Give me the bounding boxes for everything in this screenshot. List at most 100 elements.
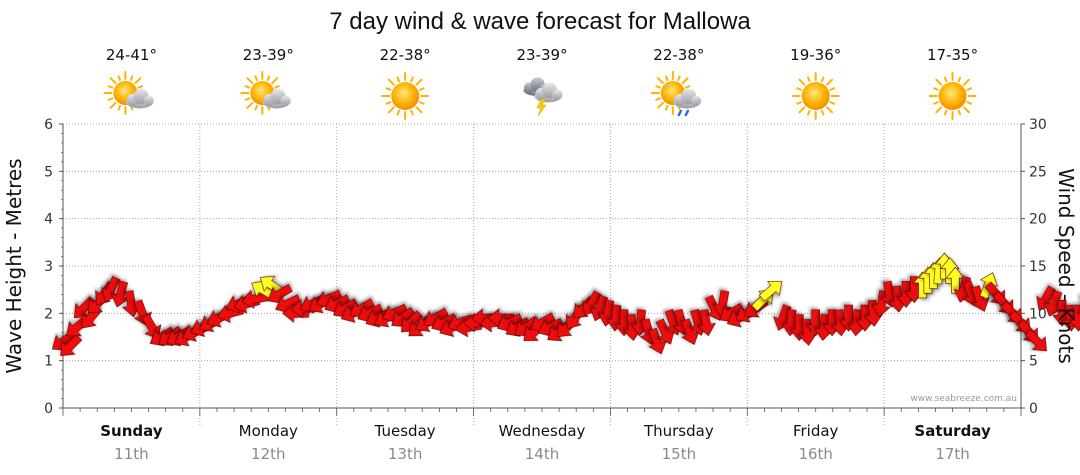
cloud-part (691, 95, 702, 106)
watermark: www.seabreeze.com.au (910, 394, 1017, 404)
sun-ray (962, 78, 970, 86)
sun-ray (134, 77, 142, 85)
sun-ray (807, 109, 811, 116)
day-name: Friday (793, 422, 839, 440)
day-date: 13th (388, 445, 422, 463)
day-date: 17th (935, 445, 969, 463)
wind-arrow (60, 334, 83, 357)
sunny-icon (791, 72, 840, 120)
y-axis-label-left: Wave Height - Metres (2, 158, 26, 373)
sun-ray (796, 87, 802, 91)
day-name: Tuesday (374, 422, 436, 440)
sun-ray (935, 106, 943, 114)
sun-ray (415, 78, 423, 86)
cloud-shape (673, 88, 702, 109)
grid-lines (63, 123, 1021, 426)
rain-drop (684, 109, 690, 117)
axes (59, 123, 1025, 416)
day-temperature: 22-38° (380, 46, 431, 64)
sun-ray (798, 106, 806, 114)
cloud-part (552, 89, 563, 100)
day-temperature: 24-41° (106, 46, 157, 64)
y-tick-label-left: 2 (44, 306, 53, 322)
sun-ray (826, 106, 833, 114)
cloud-shape (534, 82, 563, 103)
sun-ray (677, 75, 681, 82)
sun-ray (244, 85, 251, 89)
partly-cloudy-icon (240, 71, 291, 115)
sun-ray (807, 76, 811, 83)
weather-icons (103, 71, 977, 120)
sun-ray (246, 77, 254, 85)
sun-ray (657, 77, 664, 85)
y-tick-label-left: 3 (44, 259, 53, 275)
sun-ray (109, 101, 117, 109)
y-tick-label-right: 0 (1029, 401, 1038, 417)
sun-ray (933, 101, 939, 105)
y-tick-label-right: 15 (1029, 259, 1047, 275)
y-tick-label-left: 4 (44, 212, 53, 228)
sun-ray (107, 85, 114, 89)
wind-arrow (758, 281, 783, 302)
sun-ray (109, 77, 117, 85)
sun-ray (246, 101, 254, 109)
sun-ray (826, 78, 833, 86)
shower-icon (650, 71, 702, 117)
sun-ray (829, 101, 836, 105)
wind-arrows (51, 252, 1080, 357)
lightning-bolt (536, 98, 547, 117)
sun-ray (266, 75, 271, 82)
sun-ray (935, 78, 943, 86)
sun-ray (254, 75, 258, 82)
sun-ray (396, 109, 401, 116)
y-tick-label-left: 6 (44, 117, 53, 133)
day-name: Wednesday (499, 422, 586, 440)
sun-ray (655, 97, 661, 101)
y-tick-label-right: 20 (1029, 212, 1047, 228)
y-tick-label-left: 5 (44, 164, 53, 180)
sun-ray (655, 85, 661, 89)
sun-ray (966, 87, 973, 91)
sun-ray (396, 76, 401, 83)
sun-disc (391, 82, 420, 110)
day-date: 16th (798, 445, 832, 463)
sun-ray (117, 104, 122, 111)
day-name: Thursday (643, 422, 714, 440)
sun-ray (957, 76, 962, 83)
chart-title: 7 day wind & wave forecast for Mallowa (329, 8, 751, 35)
day-temperature: 22-38° (653, 46, 704, 64)
sun-ray (829, 87, 836, 91)
day-temperature: 19-36° (790, 46, 841, 64)
sun-ray (820, 76, 825, 83)
sun-ray (385, 87, 392, 91)
wind-arrow (1068, 304, 1080, 332)
sun-ray (933, 87, 939, 91)
day-date: 14th (525, 445, 559, 463)
day-temperature: 23-39° (243, 46, 294, 64)
sun-ray (957, 109, 962, 116)
cloud-part (280, 95, 291, 106)
sun-ray (254, 104, 258, 111)
sun-ray (385, 101, 392, 105)
sun-ray (943, 109, 948, 116)
sun-ray (274, 85, 280, 89)
sun-ray (657, 101, 664, 109)
sunny-icon (381, 72, 430, 120)
day-temperature: 17-35° (927, 46, 978, 64)
wind-arrow (971, 285, 990, 312)
sun-ray (387, 106, 395, 114)
sun-ray (418, 87, 425, 91)
axis-labels: 0 01 52 103 154 205 256 3024-41°Sunday11th23-39… (44, 46, 1047, 463)
sun-disc (938, 82, 967, 110)
day-date: 12th (251, 445, 285, 463)
cloud-shape (262, 88, 291, 109)
sun-ray (962, 106, 970, 114)
sun-ray (418, 101, 425, 105)
thunderstorm-icon (523, 77, 563, 117)
sun-ray (943, 76, 948, 83)
rain-drop (677, 109, 683, 117)
day-temperature: 23-39° (516, 46, 567, 64)
y-axis-label-right: Wind Speed - Knots (1054, 168, 1078, 364)
wind-arrow (1024, 329, 1047, 352)
sun-disc (801, 82, 830, 110)
